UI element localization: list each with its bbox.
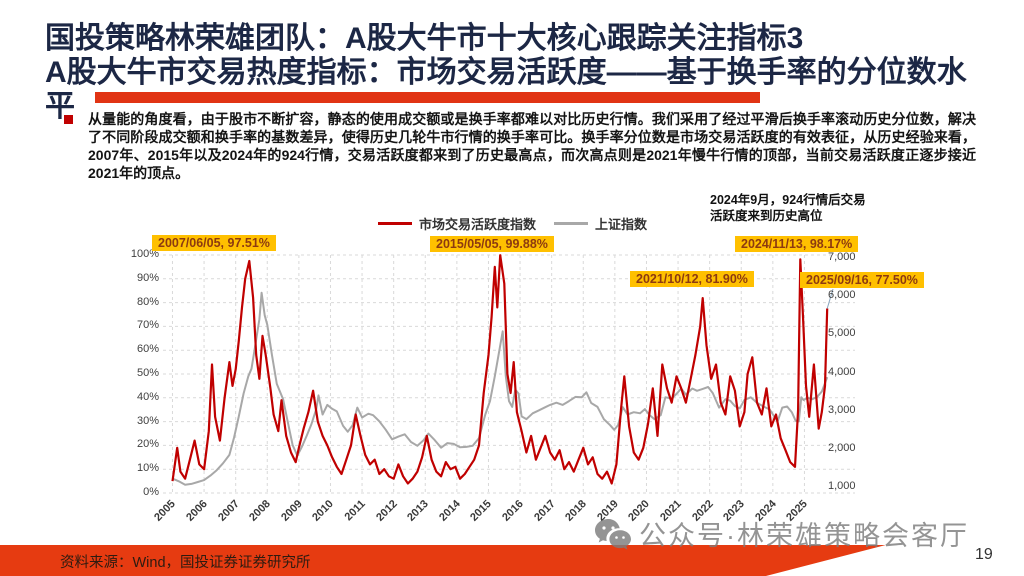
legend-item: 上证指数 <box>554 214 647 233</box>
annotation-callout: 2025/09/16, 77.50% <box>800 272 924 288</box>
annotation-leader-line <box>826 288 834 309</box>
chart-note: 2024年9月，924行情后交易 活跃度来到历史高位 <box>710 192 866 224</box>
chart-canvas <box>163 254 855 494</box>
title-underline-bar <box>95 92 760 103</box>
legend-label: 上证指数 <box>595 217 648 232</box>
y-right-tick-label: 4,000 <box>828 365 856 378</box>
bullet-marker <box>64 115 73 124</box>
y-left-tick-label: 100% <box>130 248 159 260</box>
annotation-callout: 2021/10/12, 81.90% <box>630 271 754 287</box>
wechat-icon <box>595 518 631 549</box>
y-right-tick-label: 5,000 <box>828 327 856 340</box>
y-right-tick-label: 7,000 <box>828 251 856 263</box>
y-left-tick-label: 10% <box>136 462 159 475</box>
legend-item: 市场交易活跃度指数 <box>378 214 536 233</box>
y-left-tick-label: 90% <box>136 271 159 284</box>
watermark-text: 公众号·林荣雄策略会客厅 <box>639 521 969 551</box>
y-left-tick-label: 0% <box>143 486 159 498</box>
body-paragraph: 从量能的角度看，由于股市不断扩容，静态的使用成交额或是换手率都难以对比历史行情。… <box>88 111 976 181</box>
footer-band <box>0 545 886 576</box>
y-right-tick-label: 1,000 <box>828 480 856 492</box>
chart-legend: 市场交易活跃度指数 上证指数 <box>378 214 647 233</box>
watermark: 公众号·林荣雄策略会客厅 <box>594 514 969 553</box>
summary-block: 从量能的角度看，由于股市不断扩容，静态的使用成交额或是换手率都难以对比历史行情。… <box>64 110 979 182</box>
y-right-tick-label: 6,000 <box>828 289 856 302</box>
y-right-tick-label: 2,000 <box>828 441 856 454</box>
annotation-callout: 2015/05/05, 99.88% <box>430 236 554 252</box>
y-left-tick-label: 30% <box>136 414 159 427</box>
turnover-percentile-chart: 市场交易活跃度指数 上证指数 2024年9月，924行情后交易 活跃度来到历史高位 … <box>125 192 925 540</box>
y-left-tick-label: 70% <box>136 319 159 332</box>
page-title: 国投策略林荣雄团队：A股大牛市十大核心跟踪关注指标3 A股大牛市交易热度指标：市… <box>45 22 995 124</box>
chart-note-line: 2024年9月，924行情后交易 <box>710 193 866 207</box>
title-line-2: A股大牛市交易热度指标：市场交易活跃度——基于换手率的分位数水平 <box>45 56 967 123</box>
annotation-callout: 2024/11/13, 98.17% <box>735 236 859 252</box>
y-left-tick-label: 20% <box>136 438 159 451</box>
y-left-tick-label: 60% <box>136 343 159 356</box>
chart-note-line: 活跃度来到历史高位 <box>710 209 823 223</box>
legend-line-swatch <box>554 222 589 225</box>
legend-line-swatch <box>378 222 412 225</box>
series-line-sse-index <box>172 291 829 486</box>
annotation-callout: 2007/06/05, 97.51% <box>152 235 276 251</box>
page-number: 19 <box>975 546 993 563</box>
series-line-activity-index <box>171 254 829 485</box>
y-left-tick-label: 80% <box>136 295 159 308</box>
footer-source: 资料来源：Wind，国投证券证券研究所 <box>60 555 311 571</box>
y-left-tick-label: 40% <box>136 390 159 403</box>
y-left-tick-label: 50% <box>136 367 159 379</box>
title-line-1: 国投策略林荣雄团队：A股大牛市十大核心跟踪关注指标3 <box>45 22 804 55</box>
y-right-tick-label: 3,000 <box>828 403 856 416</box>
legend-label: 市场交易活跃度指数 <box>419 217 537 232</box>
